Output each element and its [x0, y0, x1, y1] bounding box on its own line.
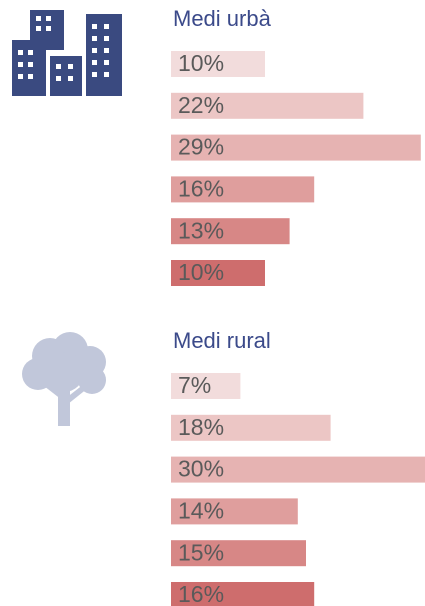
bar: [171, 456, 425, 483]
value-label: 15%: [178, 539, 224, 565]
value-label: 10%: [178, 50, 224, 76]
bar: [171, 134, 421, 161]
value-label: 18%: [178, 414, 224, 440]
value-label: 10%: [178, 259, 224, 285]
value-label: 30%: [178, 456, 224, 482]
bar: [171, 176, 315, 203]
tree-icon: [22, 332, 106, 426]
bar: [171, 414, 331, 441]
bar: [171, 540, 306, 567]
group-title: Medi urbà: [173, 6, 272, 31]
bar: [171, 218, 290, 245]
value-label: 29%: [178, 134, 224, 160]
bar: [171, 92, 364, 119]
bar: [171, 498, 298, 525]
value-label: 7%: [178, 372, 211, 398]
bar: [171, 582, 315, 606]
value-label: 22%: [178, 92, 224, 118]
bar: [171, 260, 265, 286]
group-title: Medi rural: [173, 328, 271, 353]
value-label: 16%: [178, 175, 224, 201]
bar: [171, 373, 241, 399]
value-label: 13%: [178, 217, 224, 243]
value-label: 14%: [178, 497, 224, 523]
city-icon: [12, 10, 122, 96]
value-label: 16%: [178, 581, 224, 606]
bar: [171, 51, 265, 77]
